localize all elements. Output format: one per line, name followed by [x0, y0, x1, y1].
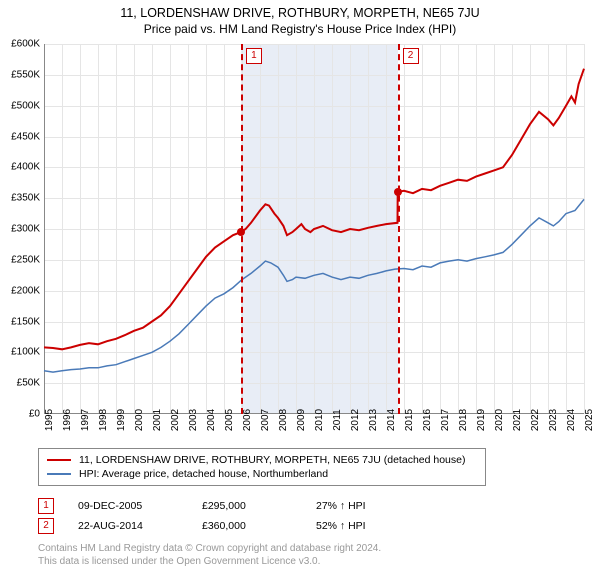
y-axis-label: £400K	[0, 162, 40, 173]
x-axis-label: 1997	[80, 409, 91, 431]
x-axis-label: 2007	[260, 409, 271, 431]
x-axis-label: 2002	[170, 409, 181, 431]
event-badge: 2	[403, 48, 419, 64]
gridline-v	[584, 44, 585, 414]
y-axis-label: £350K	[0, 193, 40, 204]
x-axis-label: 2008	[278, 409, 289, 431]
event-delta: 52% ↑ HPI	[316, 520, 406, 532]
x-axis-label: 2022	[530, 409, 541, 431]
y-axis-label: £600K	[0, 39, 40, 50]
x-axis-label: 2014	[386, 409, 397, 431]
x-axis-label: 1999	[116, 409, 127, 431]
series-line-hpi	[44, 199, 584, 372]
legend-label-property: 11, LORDENSHAW DRIVE, ROTHBURY, MORPETH,…	[79, 454, 466, 466]
x-axis-label: 2018	[458, 409, 469, 431]
x-axis-label: 1996	[62, 409, 73, 431]
event-badge: 1	[246, 48, 262, 64]
copyright-line1: Contains HM Land Registry data © Crown c…	[38, 542, 578, 555]
x-axis-label: 2000	[134, 409, 145, 431]
x-axis-label: 2021	[512, 409, 523, 431]
copyright-line2: This data is licensed under the Open Gov…	[38, 555, 578, 568]
event-price: £360,000	[202, 520, 292, 532]
event-badge-small: 2	[38, 518, 54, 534]
x-axis-label: 2004	[206, 409, 217, 431]
event-marker	[237, 228, 245, 236]
copyright: Contains HM Land Registry data © Crown c…	[38, 542, 578, 568]
x-axis-label: 1998	[98, 409, 109, 431]
y-axis-label: £250K	[0, 254, 40, 265]
x-axis-label: 2001	[152, 409, 163, 431]
title-line2: Price paid vs. HM Land Registry's House …	[0, 22, 600, 36]
x-axis-label: 2020	[494, 409, 505, 431]
x-axis-label: 2019	[476, 409, 487, 431]
event-detail-row: 2 22-AUG-2014 £360,000 52% ↑ HPI	[38, 516, 578, 536]
x-axis-label: 1995	[44, 409, 55, 431]
legend-label-hpi: HPI: Average price, detached house, Nort…	[79, 468, 328, 480]
price-chart: 12 £0£50K£100K£150K£200K£250K£300K£350K£…	[44, 44, 584, 414]
y-axis-label: £550K	[0, 69, 40, 80]
event-marker	[394, 188, 402, 196]
x-axis-label: 2012	[350, 409, 361, 431]
event-date: 22-AUG-2014	[78, 520, 178, 532]
legend-swatch-hpi	[47, 473, 71, 475]
x-axis-label: 2013	[368, 409, 379, 431]
x-axis-label: 2016	[422, 409, 433, 431]
y-axis-label: £50K	[0, 378, 40, 389]
legend-swatch-property	[47, 459, 71, 461]
series-line-property	[44, 69, 584, 350]
x-axis-label: 2025	[584, 409, 595, 431]
legend-row-hpi: HPI: Average price, detached house, Nort…	[47, 467, 477, 481]
x-axis-label: 2009	[296, 409, 307, 431]
event-line	[398, 44, 400, 414]
y-axis-label: £100K	[0, 347, 40, 358]
y-axis-label: £450K	[0, 131, 40, 142]
x-axis-label: 2017	[440, 409, 451, 431]
legend-row-property: 11, LORDENSHAW DRIVE, ROTHBURY, MORPETH,…	[47, 453, 477, 467]
x-axis-label: 2005	[224, 409, 235, 431]
y-axis-label: £150K	[0, 316, 40, 327]
x-axis-label: 2023	[548, 409, 559, 431]
x-axis-label: 2024	[566, 409, 577, 431]
y-axis-label: £0	[0, 409, 40, 420]
x-axis-label: 2011	[332, 409, 343, 431]
x-axis-label: 2015	[404, 409, 415, 431]
event-badge-small: 1	[38, 498, 54, 514]
y-axis-label: £300K	[0, 224, 40, 235]
y-axis-label: £200K	[0, 285, 40, 296]
chart-lines	[44, 44, 584, 414]
event-delta: 27% ↑ HPI	[316, 500, 406, 512]
x-axis-label: 2006	[242, 409, 253, 431]
event-date: 09-DEC-2005	[78, 500, 178, 512]
x-axis-label: 2010	[314, 409, 325, 431]
event-detail-row: 1 09-DEC-2005 £295,000 27% ↑ HPI	[38, 496, 578, 516]
legend: 11, LORDENSHAW DRIVE, ROTHBURY, MORPETH,…	[38, 448, 486, 486]
x-axis-label: 2003	[188, 409, 199, 431]
title-line1: 11, LORDENSHAW DRIVE, ROTHBURY, MORPETH,…	[0, 6, 600, 20]
y-axis-label: £500K	[0, 100, 40, 111]
event-price: £295,000	[202, 500, 292, 512]
